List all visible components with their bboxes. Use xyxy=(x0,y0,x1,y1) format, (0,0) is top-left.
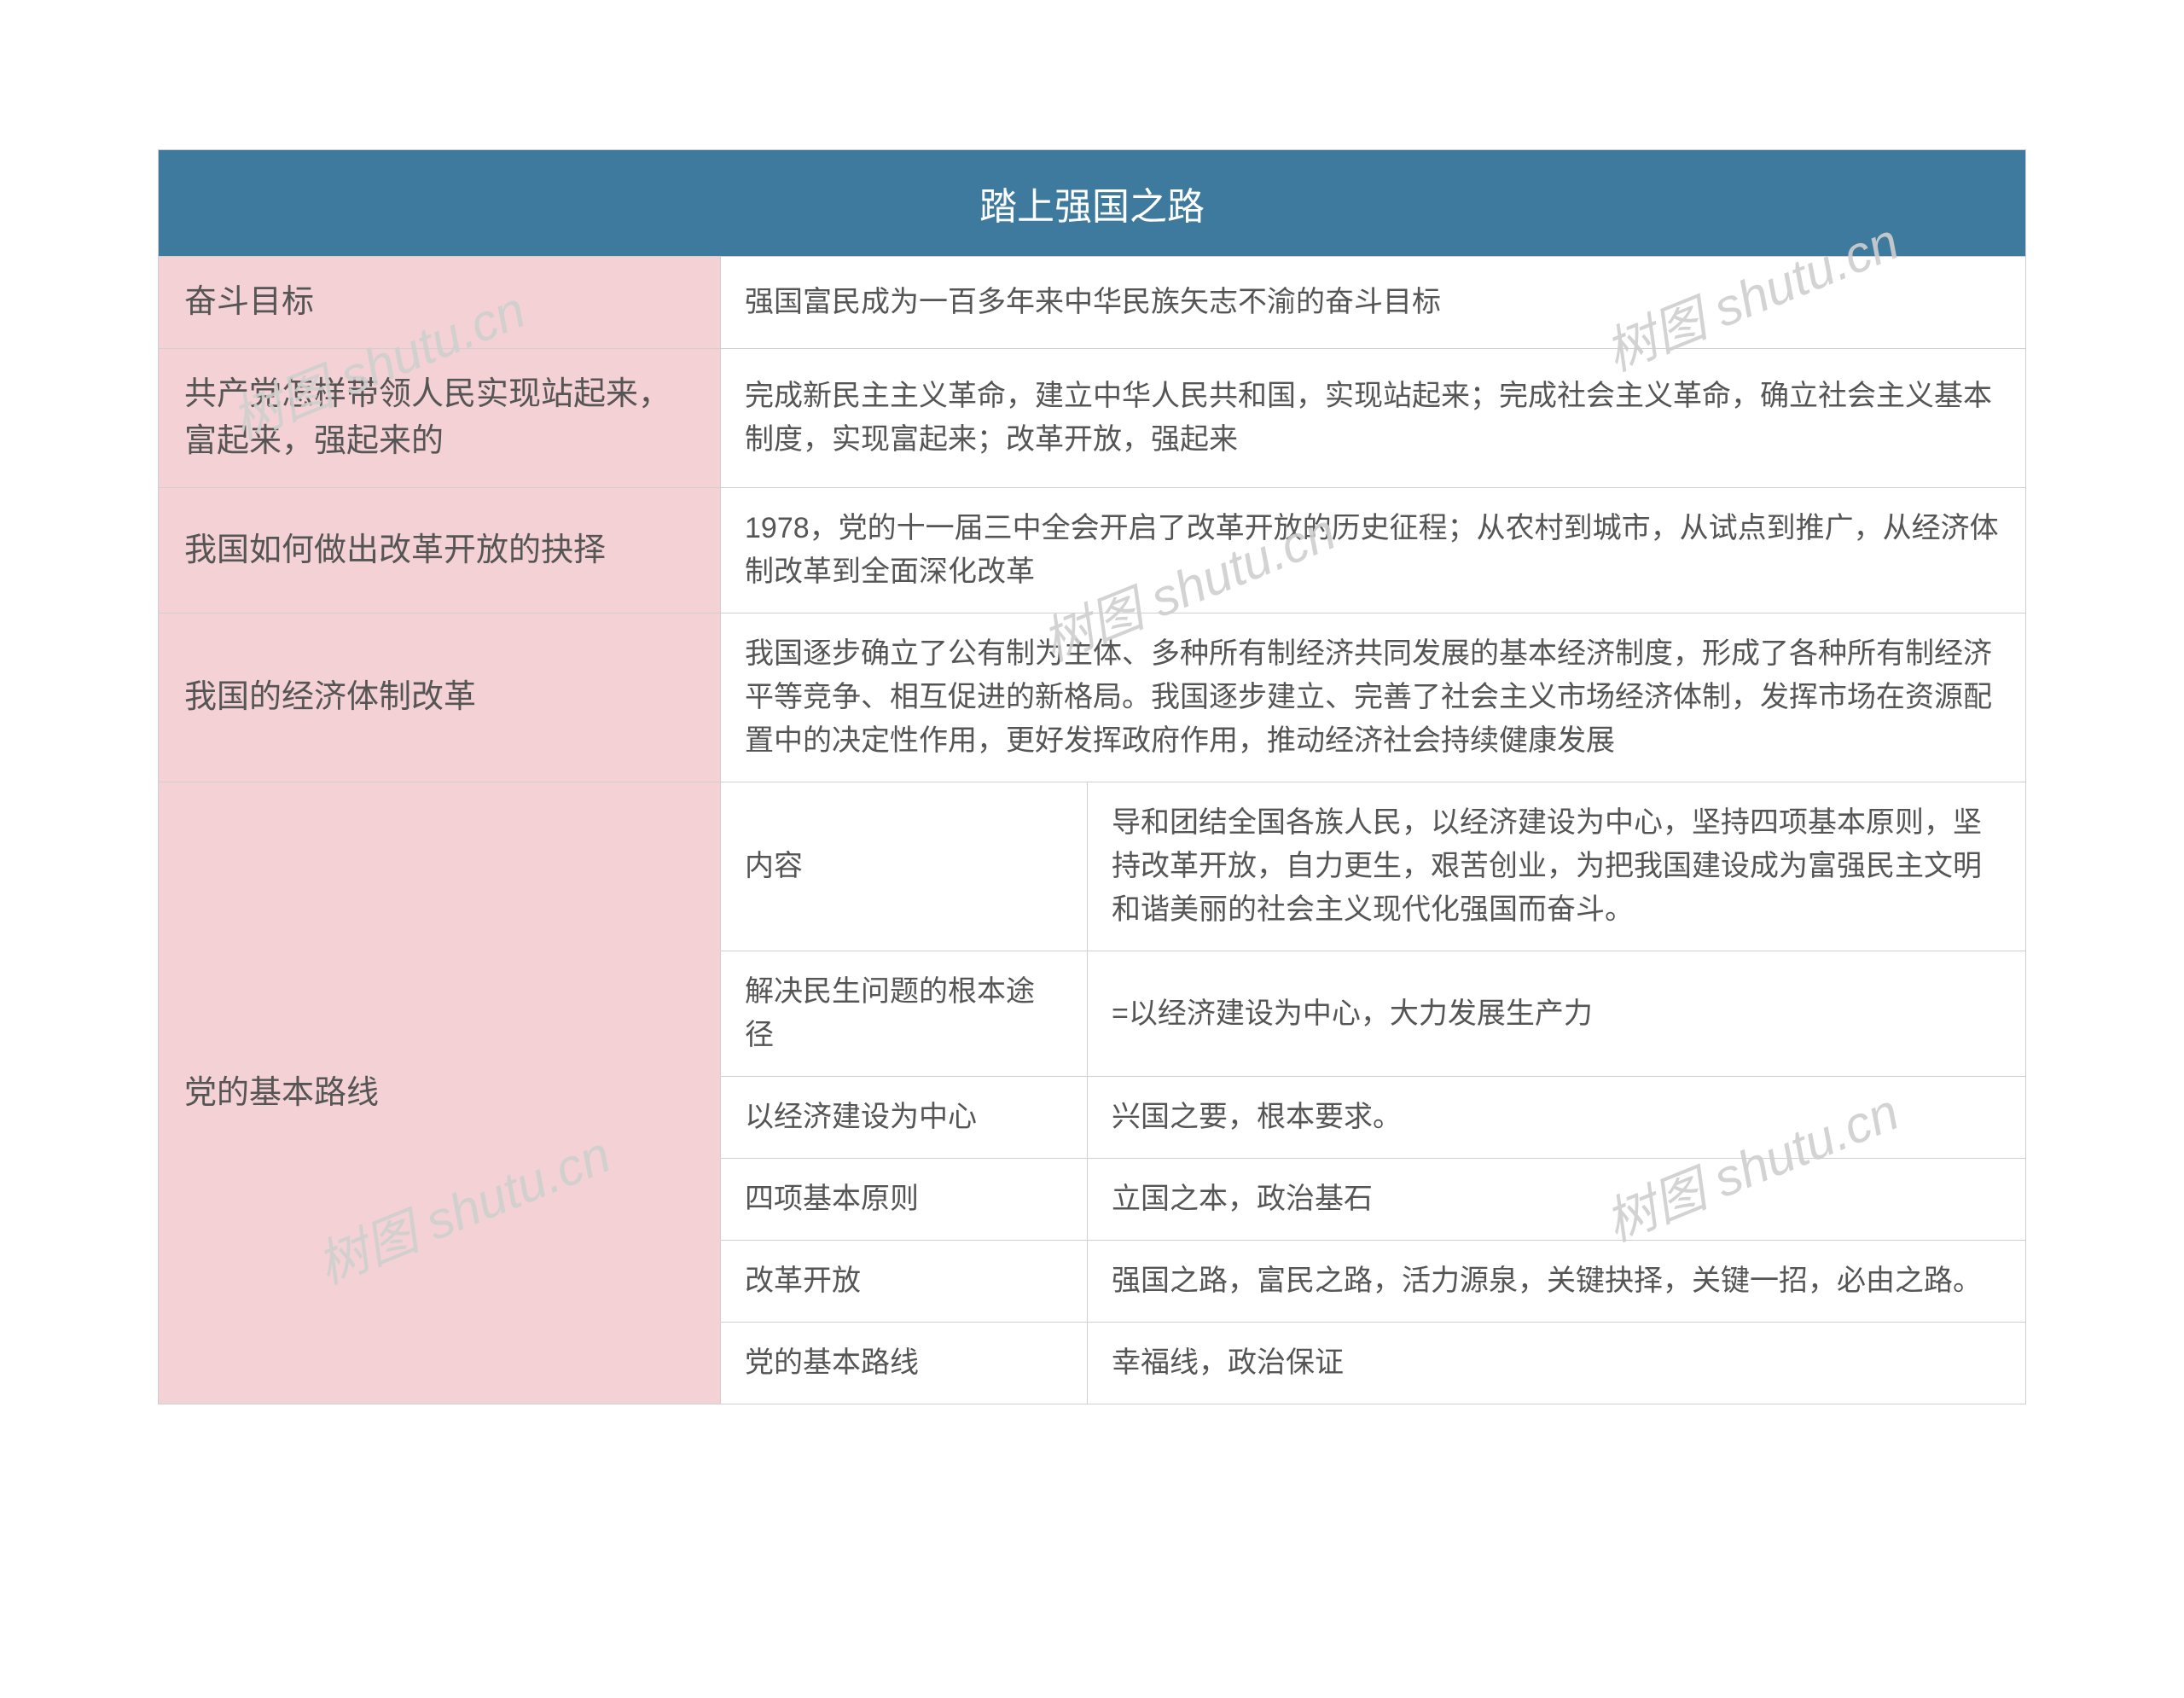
row-value: 完成新民主主义革命，建立中华人民共和国，实现站起来；完成社会主义革命，确立社会主… xyxy=(721,349,2026,488)
row-value: 1978，党的十一届三中全会开启了改革开放的历史征程；从农村到城市，从试点到推广… xyxy=(721,488,2026,613)
row-label: 我国的经济体制改革 xyxy=(158,613,721,782)
nested-value: 幸福线，政治保证 xyxy=(1088,1323,2026,1404)
table-row-nested: 党的基本路线 内容 导和团结全国各族人民，以经济建设为中心，坚持四项基本原则，坚… xyxy=(158,782,2026,1404)
table-row: 奋斗目标 强国富民成为一百多年来中华民族矢志不渝的奋斗目标 xyxy=(158,257,2026,349)
nested-mid: 解决民生问题的根本途径 xyxy=(721,951,1088,1077)
table-row: 我国的经济体制改革 我国逐步确立了公有制为主体、多种所有制经济共同发展的基本经济… xyxy=(158,613,2026,782)
row-label: 我国如何做出改革开放的抉择 xyxy=(158,488,721,613)
nested-block: 内容 导和团结全国各族人民，以经济建设为中心，坚持四项基本原则，坚持改革开放，自… xyxy=(721,782,2026,1404)
nested-row: 内容 导和团结全国各族人民，以经济建设为中心，坚持四项基本原则，坚持改革开放，自… xyxy=(721,782,2026,951)
nested-row: 以经济建设为中心 兴国之要，根本要求。 xyxy=(721,1077,2026,1159)
nested-row: 改革开放 强国之路，富民之路，活力源泉，关键抉择，关键一招，必由之路。 xyxy=(721,1241,2026,1323)
row-value: 强国富民成为一百多年来中华民族矢志不渝的奋斗目标 xyxy=(721,257,2026,349)
nested-value: 兴国之要，根本要求。 xyxy=(1088,1077,2026,1159)
table-container: 踏上强国之路 奋斗目标 强国富民成为一百多年来中华民族矢志不渝的奋斗目标 共产党… xyxy=(158,149,2026,1404)
nested-row: 四项基本原则 立国之本，政治基石 xyxy=(721,1159,2026,1241)
row-label: 党的基本路线 xyxy=(158,782,721,1404)
nested-mid: 党的基本路线 xyxy=(721,1323,1088,1404)
nested-mid: 以经济建设为中心 xyxy=(721,1077,1088,1159)
nested-mid: 四项基本原则 xyxy=(721,1159,1088,1241)
nested-mid: 内容 xyxy=(721,782,1088,951)
nested-value: =以经济建设为中心，大力发展生产力 xyxy=(1088,951,2026,1077)
nested-value: 立国之本，政治基石 xyxy=(1088,1159,2026,1241)
row-label: 共产党怎样带领人民实现站起来，富起来，强起来的 xyxy=(158,349,721,488)
table-row: 我国如何做出改革开放的抉择 1978，党的十一届三中全会开启了改革开放的历史征程… xyxy=(158,488,2026,613)
nested-value: 强国之路，富民之路，活力源泉，关键抉择，关键一招，必由之路。 xyxy=(1088,1241,2026,1323)
nested-value: 导和团结全国各族人民，以经济建设为中心，坚持四项基本原则，坚持改革开放，自力更生… xyxy=(1088,782,2026,951)
nested-row: 党的基本路线 幸福线，政治保证 xyxy=(721,1323,2026,1404)
row-label: 奋斗目标 xyxy=(158,257,721,349)
nested-mid: 改革开放 xyxy=(721,1241,1088,1323)
nested-row: 解决民生问题的根本途径 =以经济建设为中心，大力发展生产力 xyxy=(721,951,2026,1077)
table-row: 共产党怎样带领人民实现站起来，富起来，强起来的 完成新民主主义革命，建立中华人民… xyxy=(158,349,2026,488)
row-value: 我国逐步确立了公有制为主体、多种所有制经济共同发展的基本经济制度，形成了各种所有… xyxy=(721,613,2026,782)
table-title: 踏上强国之路 xyxy=(158,149,2026,257)
